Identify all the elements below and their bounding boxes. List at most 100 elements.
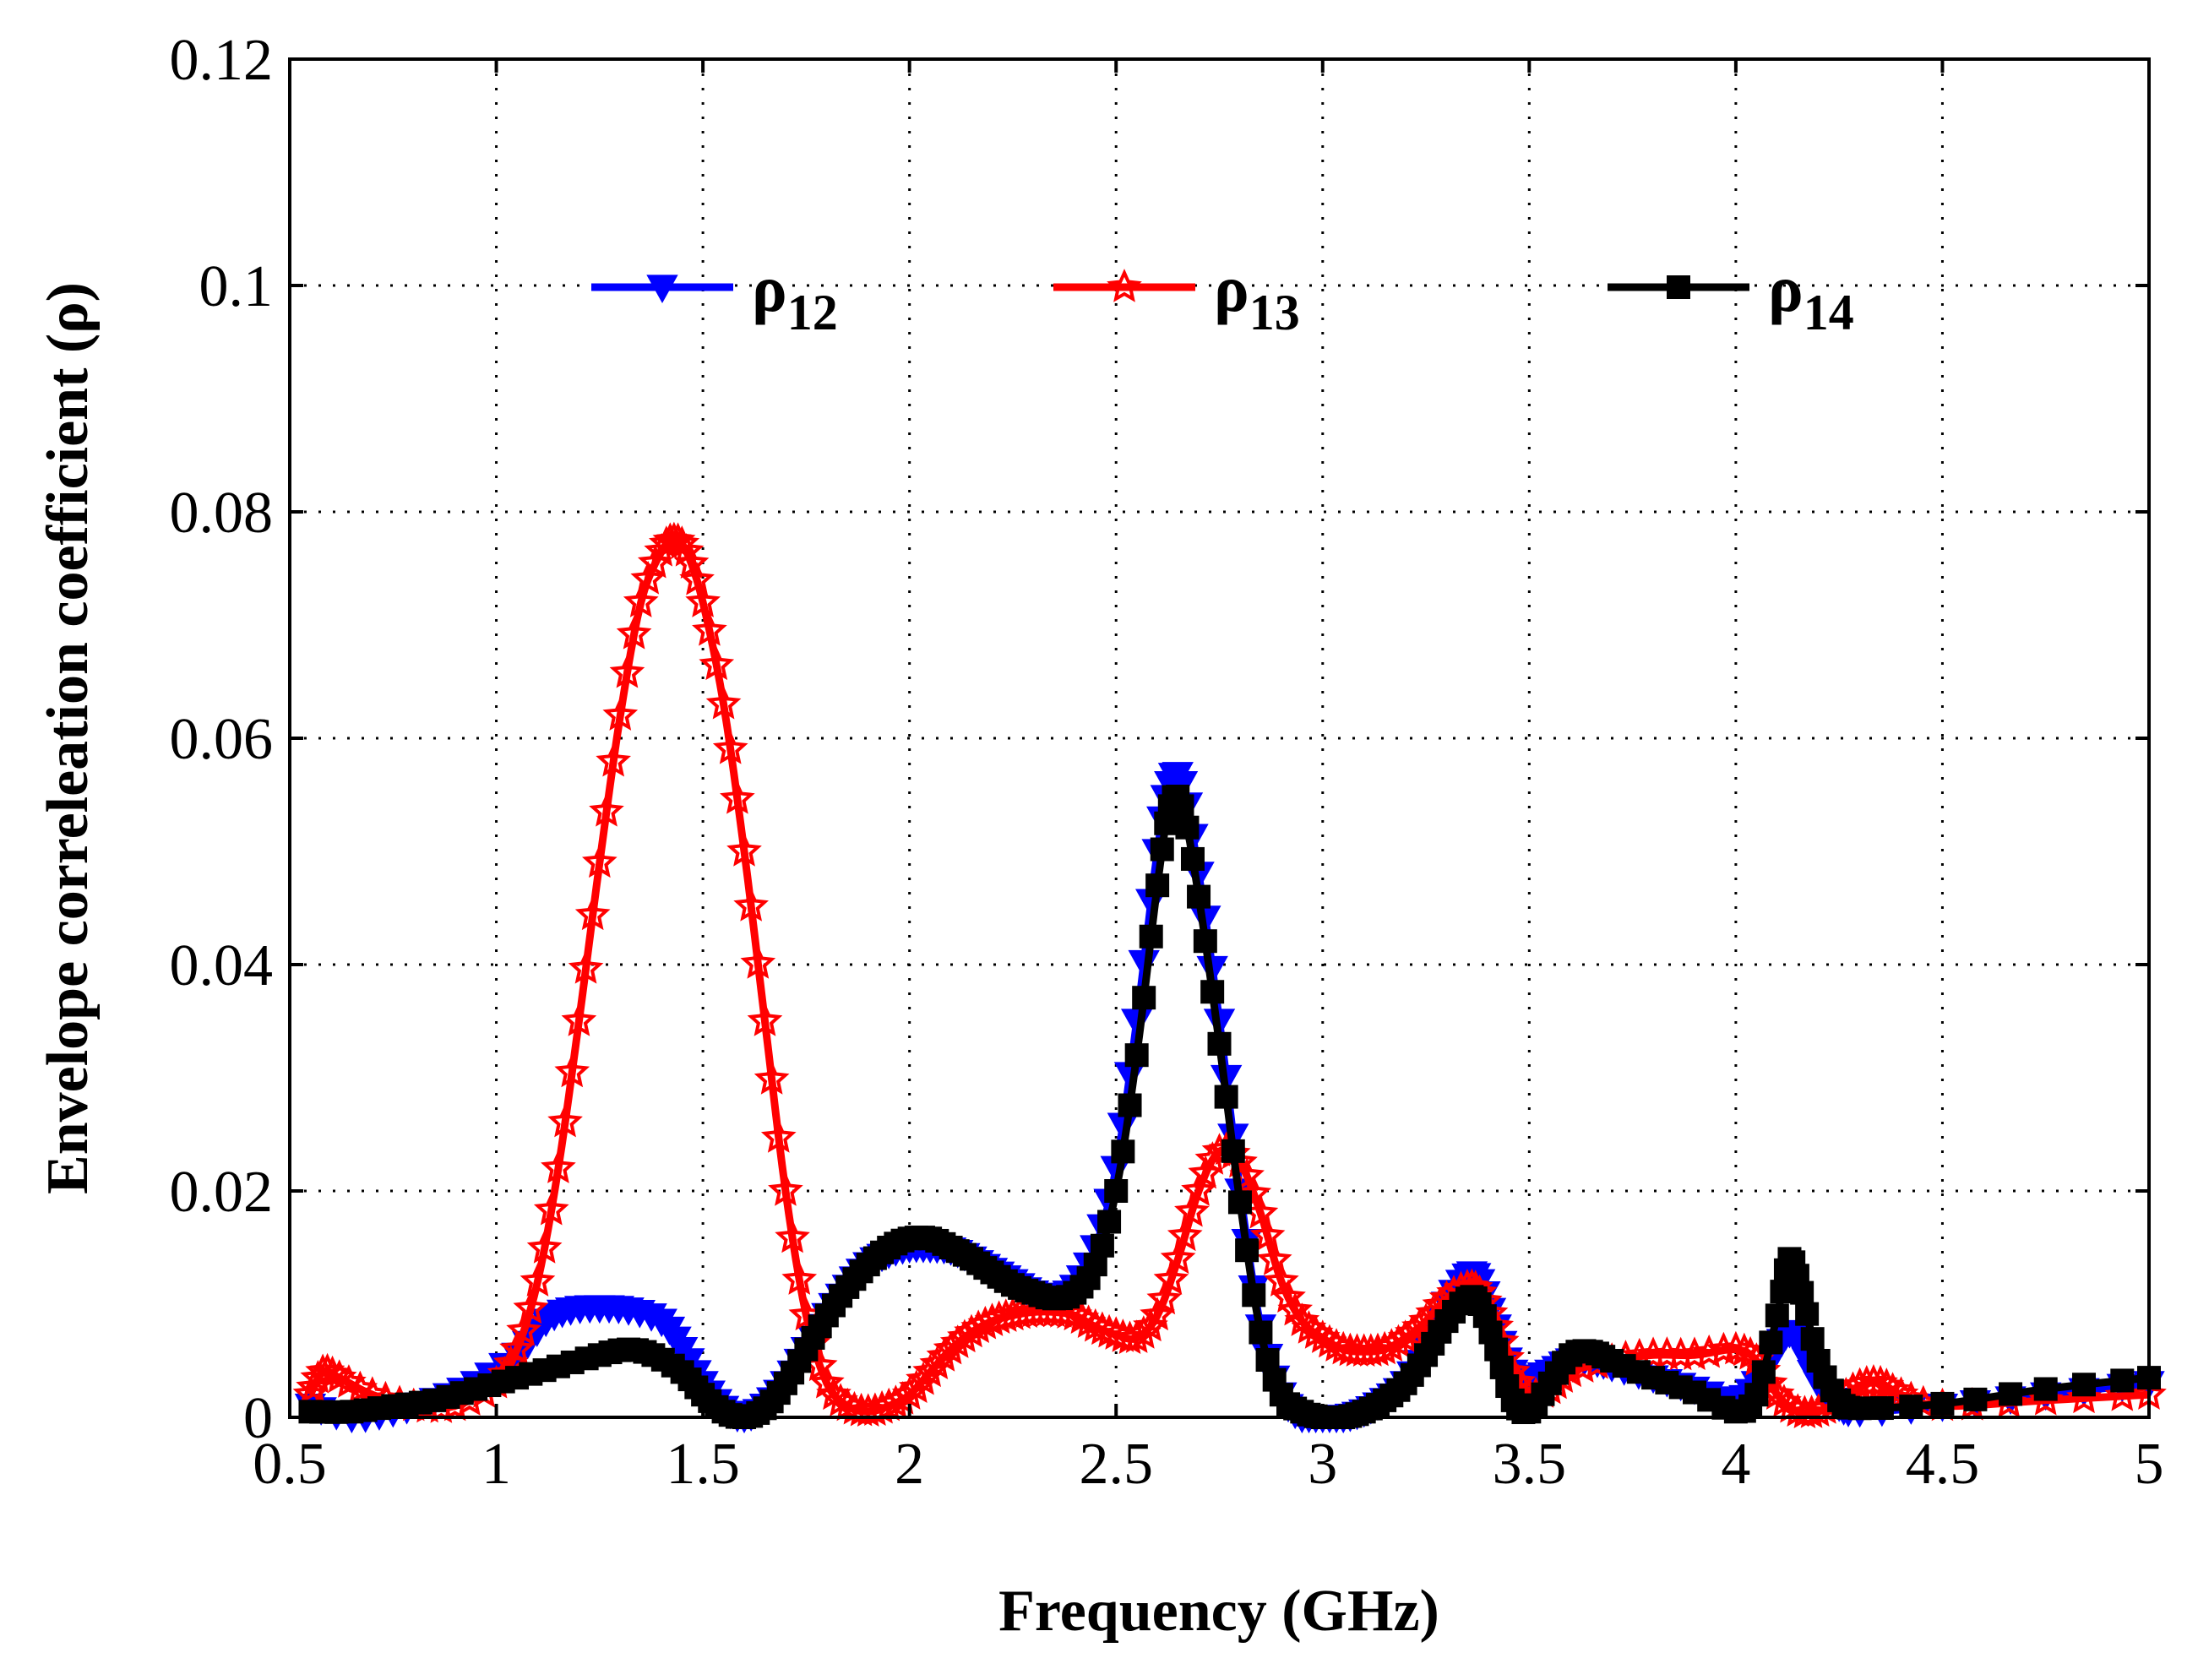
data-point-13 [726,833,762,867]
data-point-13 [602,697,639,731]
data-point-14 [1132,986,1156,1010]
data-point-14 [1795,1302,1820,1326]
data-point-14 [1963,1387,1988,1411]
data-point-13 [685,584,721,617]
data-point-13 [568,950,604,984]
data-point-14 [1221,1139,1245,1163]
data-point-13 [506,1312,541,1346]
data-point-13 [1236,1175,1272,1210]
x-tick-label: 2 [895,1432,924,1497]
data-point-14 [1899,1395,1923,1419]
legend-marker-14 [1667,275,1690,299]
legend-marker-13 [1107,269,1142,302]
data-point-13 [781,1261,818,1295]
data-point-14 [1214,1085,1238,1109]
legend-subscript: 12 [787,285,838,340]
data-point-13 [582,844,618,878]
legend-subscript: 14 [1804,285,1854,340]
y-axis-label: Envelope correleation coefficient (ρ) [35,282,101,1194]
data-point-14 [1999,1382,2023,1406]
x-tick-label: 0.5 [253,1432,327,1497]
data-point-14 [2033,1377,2058,1401]
data-point-13 [747,1003,783,1036]
data-point-14 [2110,1368,2135,1393]
data-point-13 [1140,1297,1175,1331]
y-tick-label: 0.1 [199,254,274,319]
data-point-14 [1227,1190,1252,1215]
data-point-13 [1256,1242,1292,1275]
data-point-14 [1200,980,1225,1004]
data-point-14 [1207,1031,1232,1056]
data-point-13 [520,1263,556,1297]
series-lines [292,521,2167,1434]
data-point-13 [1146,1280,1183,1315]
data-point-14 [1118,1093,1142,1117]
data-point-14 [1759,1330,1783,1355]
data-point-13 [589,792,624,827]
data-point-13 [1264,1263,1299,1297]
data-point-14 [1187,884,1211,909]
data-point-13 [912,1353,948,1388]
y-tick-label: 0 [243,1386,273,1451]
data-point-13 [637,544,673,579]
data-point-13 [1691,1334,1727,1368]
data-point-14 [1090,1233,1114,1258]
data-point-13 [623,584,659,617]
data-point-13 [775,1219,810,1253]
data-point-13 [1153,1261,1189,1295]
data-point-14 [1104,1179,1129,1203]
data-point-13 [1677,1336,1712,1371]
y-tick-label: 0.02 [170,1160,274,1225]
data-point-14 [1800,1327,1825,1351]
data-point-13 [705,685,742,720]
legend-item-14: ρ14 [1608,252,1854,340]
data-point-14 [1170,794,1194,818]
legend-marker-12 [646,275,678,304]
series-13 [292,521,2167,1429]
x-tick-label: 1 [481,1432,511,1497]
data-point-14 [1744,1383,1769,1407]
data-point-14 [1124,1043,1149,1068]
data-point-14 [1150,837,1174,862]
data-point-14 [1235,1238,1259,1263]
data-point-13 [733,888,770,922]
data-point-14 [1193,929,1217,954]
x-tick-label: 2.5 [1079,1432,1153,1497]
legend-label-13: ρ13 [1214,252,1300,340]
legend-symbol: ρ [752,252,787,325]
data-point-13 [768,1172,803,1206]
data-point-13 [561,1003,597,1036]
x-tick-label: 3.5 [1493,1432,1567,1497]
data-point-13 [679,561,715,595]
data-point-13 [1174,1193,1210,1227]
legend-symbol: ρ [1768,252,1804,325]
data-point-14 [2072,1373,2097,1397]
data-point-14 [1111,1139,1135,1164]
data-point-14 [1751,1360,1776,1384]
data-point-13 [740,945,776,979]
data-point-13 [754,1061,790,1095]
x-tick-label: 1.5 [666,1432,740,1497]
data-point-13 [699,646,735,681]
y-tick-label: 0.08 [170,481,274,546]
data-point-13 [533,1191,569,1226]
data-point-13 [574,896,611,931]
legend-label-14: ρ14 [1768,252,1854,340]
data-point-13 [906,1361,941,1395]
data-point-13 [1160,1240,1196,1275]
y-tick-label: 0.06 [170,707,274,772]
y-tick-label: 0.12 [170,28,274,93]
data-point-13 [541,1150,576,1183]
x-tick-label: 5 [2135,1432,2164,1497]
legend: ρ12 ρ13 ρ14 [591,252,1854,340]
data-point-13 [664,525,700,559]
legend-label-12: ρ12 [752,252,838,340]
data-point-13 [692,612,727,646]
data-point-14 [1180,846,1205,871]
y-tick-label: 0.04 [170,933,274,998]
data-point-13 [720,780,755,814]
data-point-14 [1175,815,1200,840]
data-point-13 [898,1369,934,1403]
data-point-13 [513,1290,549,1324]
